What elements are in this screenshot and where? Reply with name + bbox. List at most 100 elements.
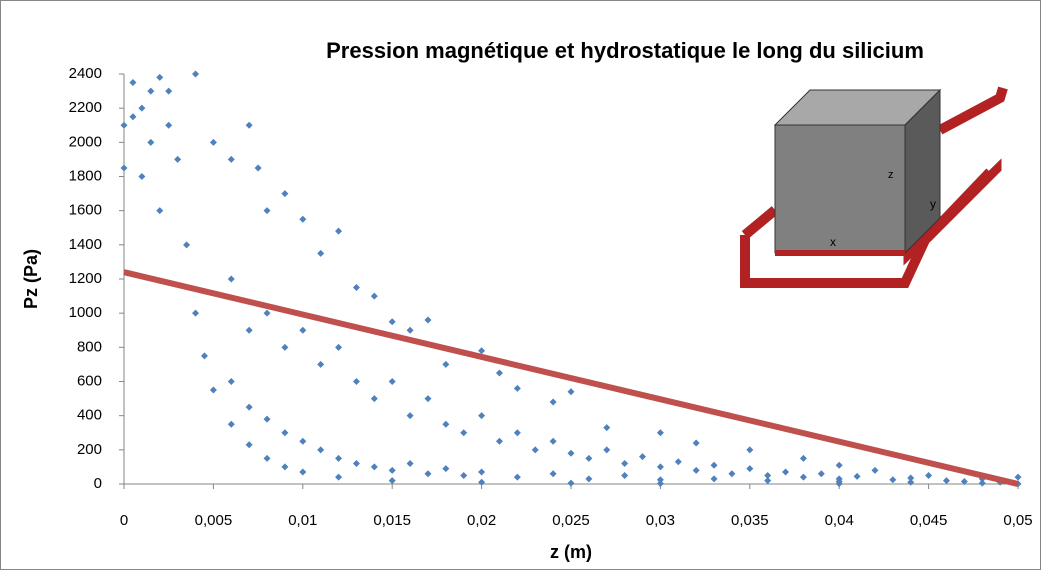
data-point <box>424 395 432 403</box>
data-point <box>352 284 360 292</box>
data-point <box>549 437 557 445</box>
data-point <box>227 420 235 428</box>
data-point <box>817 470 825 478</box>
data-point <box>317 360 325 368</box>
y-tick-label: 400 <box>77 407 102 424</box>
inset-label: z <box>888 169 894 181</box>
data-point <box>281 429 289 437</box>
data-point <box>1014 473 1022 481</box>
data-point <box>442 465 450 473</box>
data-point <box>406 460 414 467</box>
data-point <box>138 173 146 180</box>
data-point <box>656 463 664 471</box>
data-point <box>281 463 289 471</box>
data-point <box>352 378 360 385</box>
x-tick-label: 0,02 <box>467 512 496 529</box>
data-point <box>370 292 378 300</box>
data-point <box>227 378 235 385</box>
data-point <box>129 113 137 121</box>
x-tick-label: 0,04 <box>825 512 854 529</box>
data-point <box>263 454 271 462</box>
data-point <box>567 449 575 457</box>
data-point <box>728 470 736 478</box>
y-tick-label: 800 <box>77 338 102 355</box>
x-tick-label: 0,01 <box>288 512 317 529</box>
data-point <box>192 70 200 78</box>
data-point <box>174 155 182 163</box>
data-point <box>549 398 557 406</box>
data-point <box>406 412 414 420</box>
data-point <box>147 87 155 95</box>
x-tick-label: 0,005 <box>195 512 233 529</box>
trend-line <box>123 269 1019 487</box>
data-point <box>317 249 325 257</box>
data-point <box>889 476 897 484</box>
data-point <box>799 454 807 462</box>
data-point <box>335 473 343 481</box>
y-axis-label: Pz (Pa) <box>21 249 41 309</box>
data-point <box>495 369 503 377</box>
data-point <box>370 463 378 471</box>
data-point <box>281 343 289 351</box>
data-point <box>531 446 539 454</box>
data-point <box>835 477 843 485</box>
data-point <box>281 190 289 198</box>
data-point <box>424 316 432 324</box>
y-tick-label: 0 <box>94 475 102 492</box>
inset-coil <box>740 168 994 288</box>
data-point <box>978 479 986 487</box>
data-point <box>513 429 521 437</box>
data-point <box>567 479 575 487</box>
data-point <box>299 326 307 334</box>
y-tick-label: 1600 <box>69 202 102 219</box>
data-point <box>764 477 772 485</box>
data-point <box>156 207 164 215</box>
data-point <box>764 471 772 479</box>
data-point <box>478 347 486 355</box>
inset-label: x <box>830 235 836 249</box>
y-tick-label: 2400 <box>69 65 102 82</box>
data-point <box>960 477 968 485</box>
inset-cube-front <box>774 124 906 254</box>
data-point <box>245 326 253 334</box>
data-point <box>567 388 575 396</box>
data-point <box>263 309 271 317</box>
data-point <box>192 309 200 317</box>
data-point <box>156 73 164 81</box>
x-tick-label: 0,045 <box>910 512 948 529</box>
data-point <box>692 466 700 474</box>
data-point <box>138 104 146 112</box>
data-point <box>478 478 486 486</box>
data-point <box>799 473 807 481</box>
data-point <box>460 471 468 479</box>
inset-label: y <box>930 197 936 211</box>
data-point <box>263 415 271 423</box>
data-point <box>460 429 468 437</box>
data-point <box>692 439 700 447</box>
data-point <box>263 207 271 215</box>
data-point <box>183 241 191 249</box>
data-point <box>335 454 343 462</box>
data-point <box>245 403 253 411</box>
data-point <box>603 446 611 454</box>
data-point <box>585 475 593 483</box>
inset-icon: z y x <box>740 86 1008 288</box>
data-point <box>621 471 629 479</box>
data-point <box>871 466 879 474</box>
data-point <box>782 468 790 476</box>
data-point <box>656 479 664 487</box>
data-point <box>513 473 521 481</box>
data-point <box>746 465 754 473</box>
data-point <box>710 475 718 483</box>
x-tick-label: 0,05 <box>1003 512 1032 529</box>
data-point <box>942 477 950 485</box>
x-tick-label: 0 <box>120 512 128 529</box>
data-point <box>442 360 450 368</box>
data-point <box>299 468 307 476</box>
data-point <box>585 454 593 462</box>
data-point <box>907 478 915 486</box>
data-point <box>853 472 861 480</box>
x-tick-label: 0,025 <box>552 512 590 529</box>
data-point <box>245 121 253 129</box>
x-tick-label: 0,03 <box>646 512 675 529</box>
